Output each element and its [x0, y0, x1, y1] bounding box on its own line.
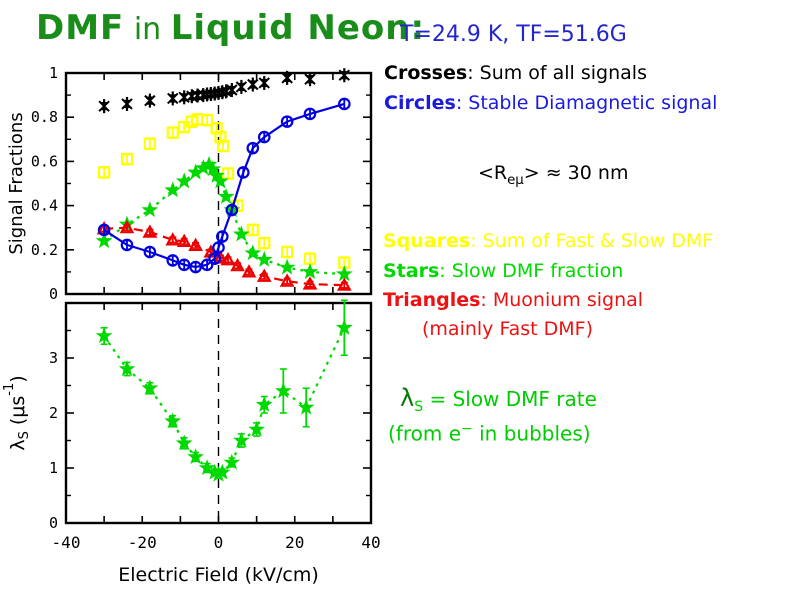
x-tick-label: 40 [361, 533, 380, 552]
bubbles-post: in bubbles) [472, 421, 591, 446]
lambda-definition: λS = Slow DMF rate [400, 384, 597, 415]
lambda-text: = Slow DMF rate [423, 387, 597, 411]
y-tick-label: 0.8 [31, 108, 58, 126]
lambda-sub: S [414, 399, 424, 415]
legend-squares: Squares: Sum of Fast & Slow DMF [383, 230, 713, 252]
crosses-sum-of-all-signals [98, 68, 351, 114]
x-axis-label: Electric Field (kV/cm) [118, 564, 319, 586]
legend-circles-text: : Stable Diamagnetic signal [455, 92, 718, 114]
stars-slow-dmf-rate [95, 299, 353, 482]
axes-ticks: 0 0.2 0.4 0.6 0.8 1 [31, 64, 372, 303]
legend-mainly-fast-dmf: (mainly Fast DMF) [422, 318, 594, 340]
legend-triangles: Triangles: Muonium signal [383, 289, 643, 311]
signal-fractions-plot: 0 0.2 0.4 0.6 0.8 1 Signal Fractions [6, 64, 373, 303]
y-tick-label: 2 [49, 404, 58, 422]
title-liquid-neon: Liquid Neon: [170, 8, 426, 48]
radius-post: > ≈ 30 nm [523, 162, 629, 184]
bubbles-pre: (from e [388, 421, 462, 446]
legend-stars: Stars: Slow DMF fraction [383, 260, 623, 282]
y-tick-label: 1 [49, 64, 58, 82]
legend-crosses: Crosses: Sum of all signals [384, 62, 647, 84]
radius-estimate: <Reμ> ≈ 30 nm [478, 162, 628, 188]
legend-crosses-text: : Sum of all signals [467, 62, 647, 84]
x-tick-label: 0 [214, 533, 224, 552]
legend-stars-keyword: Stars [383, 260, 440, 282]
legend-triangles-text: : Muonium signal [480, 289, 644, 311]
y-tick-label: 0 [49, 514, 58, 532]
lambda-symbol: λ [400, 384, 415, 412]
plots-canvas: 0 0.2 0.4 0.6 0.8 1 Signal Fractions 0 1 2 3 -40 -20… [2, 64, 381, 586]
y-tick-label: 0.2 [31, 241, 58, 259]
lambda-source: (from e− in bubbles) [388, 421, 591, 446]
y-tick-label: 1 [49, 459, 58, 477]
slow-dmf-rate-plot: 0 1 2 3 -40 -20 0 20 40 Electric Field (kV/cm) λS … [2, 299, 381, 586]
bubbles-sup: − [461, 421, 473, 437]
conditions-label: T=24.9 K, TF=51.6G [400, 22, 627, 47]
y-tick-label: 0.6 [31, 152, 58, 170]
x-tick-label: 20 [285, 533, 304, 552]
y-axis-label: Signal Fractions [6, 112, 27, 254]
legend-circles-keyword: Circles [384, 92, 456, 114]
x-tick-label: -20 [128, 533, 157, 552]
page-title: DMF in Liquid Neon: [36, 8, 425, 48]
legend-crosses-keyword: Crosses [384, 62, 468, 84]
title-in: in [124, 12, 171, 47]
circles-stable-diamagnetic [97, 97, 351, 274]
y-tick-label: 3 [49, 349, 58, 367]
legend-squares-text: : Sum of Fast & Slow DMF [470, 230, 714, 252]
title-dmf: DMF [36, 8, 125, 48]
x-tick-label: -40 [52, 533, 81, 552]
y-tick-label: 0 [49, 285, 58, 303]
legend-squares-keyword: Squares [383, 230, 471, 252]
radius-pre: <R [478, 162, 508, 184]
legend-stars-text: : Slow DMF fraction [439, 260, 624, 282]
radius-sub: eμ [507, 172, 524, 188]
legend-circles: Circles: Stable Diamagnetic signal [384, 92, 717, 114]
legend-triangles-keyword: Triangles [383, 289, 481, 311]
y-axis-label: λS (μs-1) [2, 375, 32, 450]
y-tick-label: 0.4 [31, 197, 58, 215]
axes-ticks: 0 1 2 3 -40 -20 0 20 40 [49, 303, 381, 552]
